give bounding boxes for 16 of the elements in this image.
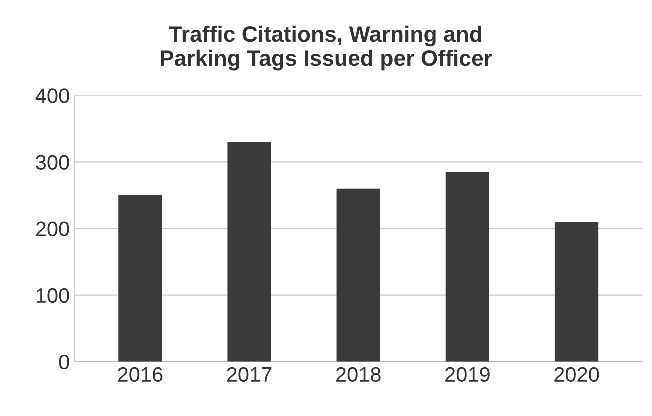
y-tick-label: 0 bbox=[59, 354, 70, 370]
y-tick-label: 100 bbox=[36, 288, 70, 304]
x-tick-label: 2020 bbox=[554, 367, 600, 382]
bar bbox=[554, 222, 599, 362]
x-tick-label: 2017 bbox=[227, 367, 272, 382]
bar bbox=[446, 172, 490, 362]
y-tick-label: 300 bbox=[36, 155, 70, 170]
bar bbox=[228, 142, 272, 362]
chart-title: Traffic Citations, Warning and Parking Tags Issued per Officer bbox=[160, 26, 492, 71]
bar bbox=[336, 188, 380, 362]
y-tick-label: 400 bbox=[36, 88, 70, 104]
bar bbox=[118, 196, 162, 362]
y-tick-label: 200 bbox=[36, 222, 70, 237]
x-tick-label: 2016 bbox=[118, 367, 163, 382]
x-tick-label: 2019 bbox=[446, 367, 490, 382]
x-tick-label: 2018 bbox=[336, 367, 381, 382]
